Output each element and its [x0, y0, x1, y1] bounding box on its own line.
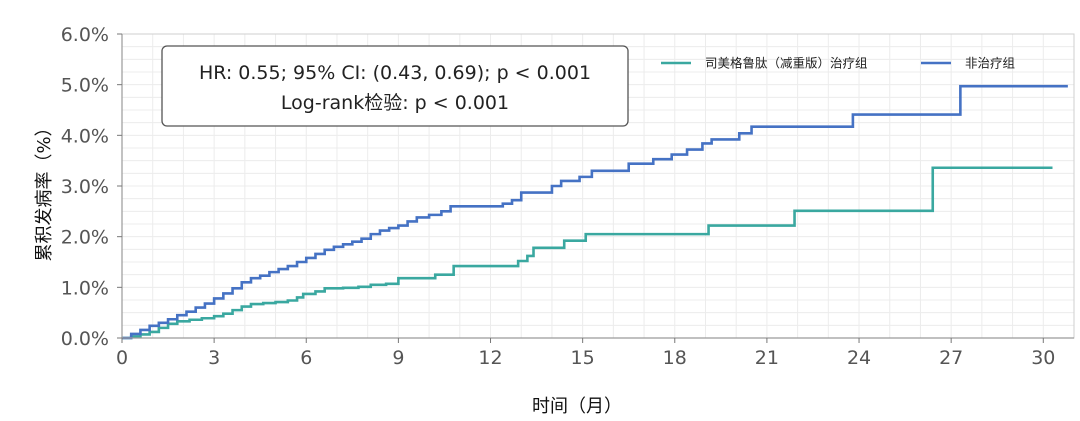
x-tick-label: 3: [208, 347, 220, 369]
axes: [117, 33, 1075, 343]
annotation-box: HR: 0.55; 95% CI: (0.43, 0.69); p < 0.00…: [161, 45, 629, 127]
y-axis-title: 累积发病率（%）: [34, 118, 55, 261]
y-tick-label: 4.0%: [61, 125, 109, 147]
x-axis-title: 时间（月）: [532, 396, 622, 417]
x-tick-label: 30: [1031, 347, 1055, 369]
y-tick-label: 6.0%: [61, 24, 109, 46]
x-tick-label: 15: [571, 347, 595, 369]
y-tick-label: 0.0%: [61, 328, 109, 350]
tick-labels: 0 3 6 9 12 15 18 21 24 27 30 0.0% 1.0% 2.0% 3.0% 4.0% 5.…: [61, 24, 1056, 369]
x-tick-label: 12: [478, 347, 502, 369]
annotation-line-1: HR: 0.55; 95% CI: (0.43, 0.69); p < 0.00…: [199, 62, 591, 84]
x-tick-label: 9: [392, 347, 404, 369]
series-line-2: [122, 84, 1068, 340]
legend: 司美格鲁肽（减重版）治疗组 非治疗组: [661, 56, 1015, 71]
y-tick-label: 3.0%: [61, 176, 109, 198]
annotation-frame: [161, 45, 629, 127]
x-tick-label: 27: [939, 347, 963, 369]
legend-label-1: 司美格鲁肽（减重版）治疗组: [705, 56, 868, 71]
x-tick-label: 6: [300, 347, 312, 369]
series-group: [122, 84, 1068, 340]
legend-label-2: 非治疗组: [965, 56, 1015, 71]
y-tick-label: 2.0%: [61, 227, 109, 249]
x-tick-label: 24: [847, 347, 871, 369]
y-tick-label: 1.0%: [61, 277, 109, 299]
x-tick-label: 18: [663, 347, 687, 369]
x-tick-label: 21: [755, 347, 779, 369]
annotation-line-2: Log-rank检验: p < 0.001: [281, 92, 509, 114]
series-line-1: [122, 166, 1053, 340]
y-tick-label: 5.0%: [61, 75, 109, 97]
x-tick-label: 0: [116, 347, 128, 369]
